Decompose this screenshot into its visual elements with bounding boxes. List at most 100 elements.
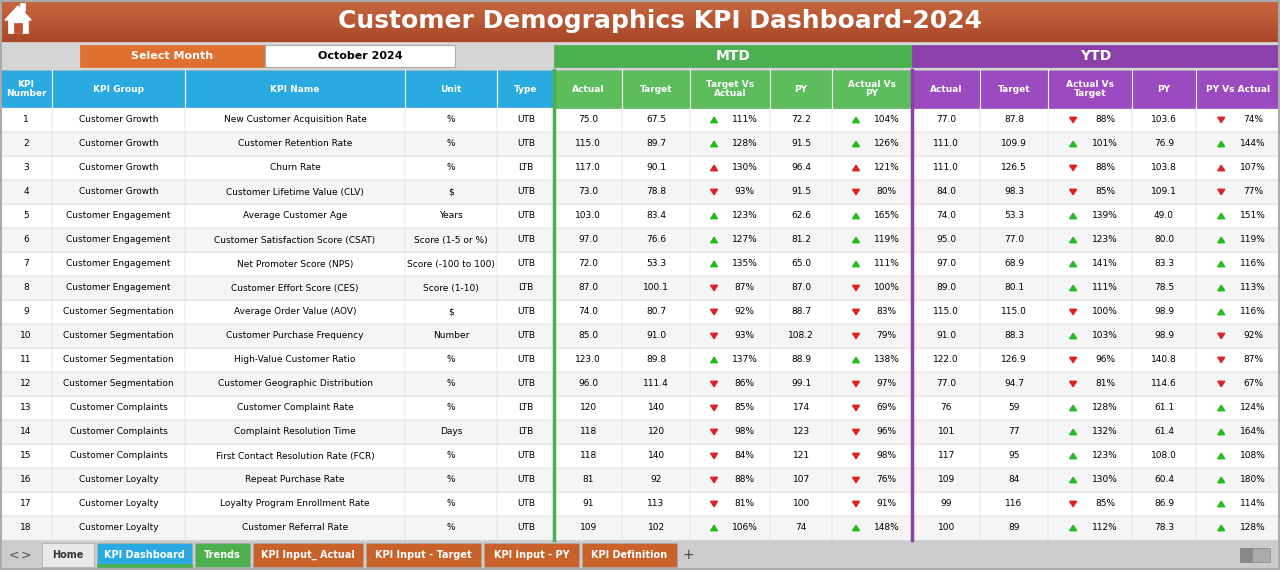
- Bar: [0, 32, 1280, 33]
- Text: 86%: 86%: [735, 380, 755, 389]
- Text: %: %: [447, 164, 456, 173]
- Polygon shape: [1217, 525, 1225, 531]
- Text: 76.9: 76.9: [1153, 140, 1174, 149]
- Text: 76: 76: [941, 404, 952, 413]
- Bar: [0, 15, 1280, 16]
- Bar: [0, 23, 1280, 24]
- Text: 92: 92: [650, 475, 662, 484]
- Text: 77.0: 77.0: [936, 380, 956, 389]
- Polygon shape: [1217, 453, 1225, 459]
- Polygon shape: [852, 261, 859, 267]
- Bar: [0, 516, 1280, 540]
- Bar: [0, 42, 1280, 70]
- Bar: [0, 6, 1280, 7]
- Text: 100: 100: [937, 523, 955, 532]
- Text: 83.4: 83.4: [646, 211, 666, 221]
- Text: %: %: [447, 356, 456, 364]
- Text: Customer Effort Score (CES): Customer Effort Score (CES): [232, 283, 358, 292]
- Bar: [0, 13, 1280, 14]
- Text: 148%: 148%: [874, 523, 900, 532]
- Text: LTB: LTB: [518, 404, 534, 413]
- Text: 120: 120: [580, 404, 596, 413]
- Text: 123%: 123%: [1092, 235, 1117, 245]
- Text: KPI Definition: KPI Definition: [591, 550, 668, 560]
- Bar: [0, 34, 1280, 35]
- Text: 81%: 81%: [735, 499, 755, 508]
- Bar: [0, 11, 1280, 12]
- Polygon shape: [710, 453, 718, 459]
- Text: 118: 118: [580, 428, 596, 437]
- Text: 123: 123: [792, 428, 810, 437]
- Text: Net Promoter Score (NPS): Net Promoter Score (NPS): [237, 259, 353, 268]
- Text: 59: 59: [1009, 404, 1020, 413]
- Polygon shape: [1217, 333, 1225, 339]
- Polygon shape: [5, 6, 31, 20]
- Text: 116%: 116%: [1240, 259, 1266, 268]
- Text: 91: 91: [582, 499, 594, 508]
- Bar: [97, 564, 192, 567]
- Text: Customer Retention Rate: Customer Retention Rate: [238, 140, 352, 149]
- Bar: [0, 108, 1280, 132]
- Text: 5: 5: [23, 211, 28, 221]
- Text: 96%: 96%: [1094, 356, 1115, 364]
- Polygon shape: [710, 213, 718, 219]
- Text: 126.9: 126.9: [1001, 356, 1027, 364]
- Text: 14: 14: [20, 428, 32, 437]
- Text: Customer Complaint Rate: Customer Complaint Rate: [237, 404, 353, 413]
- Text: 101%: 101%: [1092, 140, 1117, 149]
- Text: 98%: 98%: [735, 428, 755, 437]
- Text: Customer Growth: Customer Growth: [79, 188, 159, 197]
- Text: PY Vs Actual: PY Vs Actual: [1206, 84, 1270, 93]
- Text: Customer Complaints: Customer Complaints: [69, 428, 168, 437]
- Bar: [0, 7, 1280, 8]
- Text: 65.0: 65.0: [791, 259, 812, 268]
- Text: 109: 109: [580, 523, 596, 532]
- Text: 6: 6: [23, 235, 28, 245]
- Bar: [0, 492, 1280, 516]
- Text: 151%: 151%: [1240, 211, 1266, 221]
- Polygon shape: [1070, 117, 1076, 123]
- Text: 119%: 119%: [1240, 235, 1266, 245]
- Bar: [8, 19, 28, 33]
- Text: KPI
Number: KPI Number: [5, 80, 46, 99]
- Bar: [0, 0, 1280, 42]
- Bar: [0, 540, 1280, 570]
- Bar: [0, 420, 1280, 444]
- Text: 108.2: 108.2: [788, 332, 814, 340]
- Polygon shape: [1070, 453, 1076, 459]
- Text: 89: 89: [1009, 523, 1020, 532]
- Text: YTD: YTD: [1080, 49, 1112, 63]
- Text: 174: 174: [792, 404, 810, 413]
- Text: %: %: [447, 475, 456, 484]
- Text: 85%: 85%: [1094, 499, 1115, 508]
- Text: 73.0: 73.0: [579, 188, 598, 197]
- Bar: [0, 12, 1280, 13]
- Polygon shape: [710, 405, 718, 411]
- Text: 94.7: 94.7: [1004, 380, 1024, 389]
- Polygon shape: [1070, 525, 1076, 531]
- Polygon shape: [710, 141, 718, 146]
- Polygon shape: [852, 310, 859, 315]
- Text: KPI Input - Target: KPI Input - Target: [375, 550, 472, 560]
- Bar: [0, 2, 1280, 3]
- Text: 126%: 126%: [874, 140, 900, 149]
- Text: 2: 2: [23, 140, 28, 149]
- Polygon shape: [1070, 189, 1076, 195]
- Bar: [0, 20, 1280, 21]
- Polygon shape: [852, 117, 859, 123]
- Text: Customer Complaints: Customer Complaints: [69, 451, 168, 461]
- Text: <: <: [9, 548, 19, 561]
- Text: Customer Loyalty: Customer Loyalty: [78, 523, 159, 532]
- Text: 80.7: 80.7: [646, 307, 666, 316]
- Text: Score (1-5 or %): Score (1-5 or %): [415, 235, 488, 245]
- Text: 96%: 96%: [877, 428, 896, 437]
- Text: 72.0: 72.0: [579, 259, 598, 268]
- Text: 116: 116: [1005, 499, 1023, 508]
- Text: 123%: 123%: [1092, 451, 1117, 461]
- Text: 100: 100: [792, 499, 810, 508]
- Bar: [0, 38, 1280, 39]
- Bar: [0, 16, 1280, 17]
- Text: 61.4: 61.4: [1155, 428, 1174, 437]
- Text: Customer Growth: Customer Growth: [79, 116, 159, 124]
- Text: 140: 140: [648, 451, 664, 461]
